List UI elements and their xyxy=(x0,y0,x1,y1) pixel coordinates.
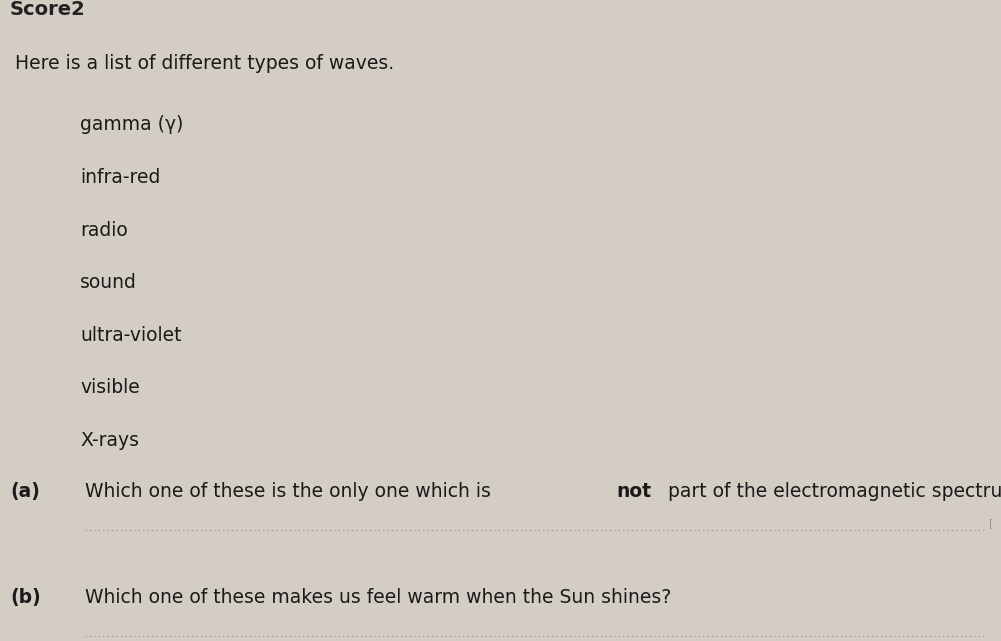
Text: [: [ xyxy=(989,518,993,528)
Text: (a): (a) xyxy=(10,482,40,501)
Text: X-rays: X-rays xyxy=(80,431,139,450)
Text: sound: sound xyxy=(80,273,137,292)
Text: radio: radio xyxy=(80,221,128,240)
Text: gamma (γ): gamma (γ) xyxy=(80,115,183,135)
Text: Here is a list of different types of waves.: Here is a list of different types of wav… xyxy=(15,54,394,74)
Text: visible: visible xyxy=(80,378,140,397)
Text: Score2: Score2 xyxy=(10,0,86,19)
Text: infra-red: infra-red xyxy=(80,168,160,187)
Text: not: not xyxy=(617,482,652,501)
Text: Which one of these is the only one which is: Which one of these is the only one which… xyxy=(85,482,496,501)
Text: (b): (b) xyxy=(10,588,41,607)
Text: ultra-violet: ultra-violet xyxy=(80,326,181,345)
Text: part of the electromagnetic spectrum?: part of the electromagnetic spectrum? xyxy=(662,482,1001,501)
Text: Which one of these makes us feel warm when the Sun shines?: Which one of these makes us feel warm wh… xyxy=(85,588,672,607)
